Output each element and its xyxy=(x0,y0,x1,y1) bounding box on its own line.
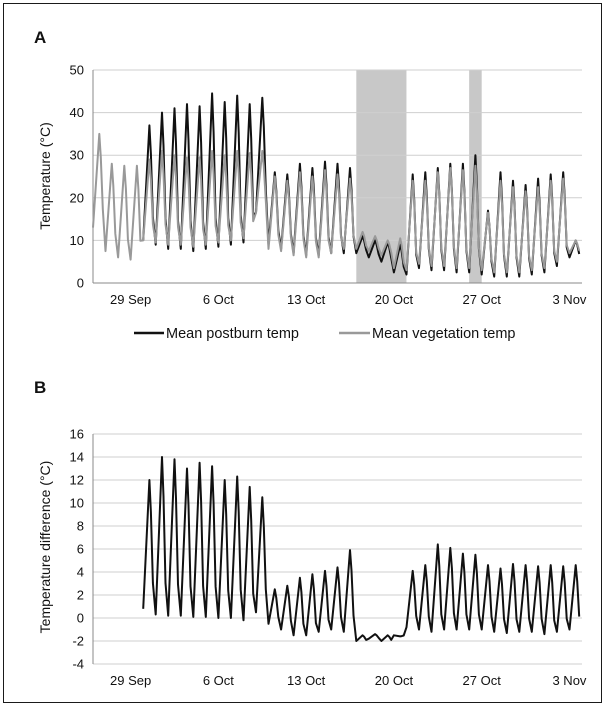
y-tick-label: 6 xyxy=(77,542,84,557)
x-tick-label: 29 Sep xyxy=(110,292,151,307)
y-axis-label: Temperature difference (°C) xyxy=(37,461,53,634)
y-tick-labels: 0 10 20 30 40 50 xyxy=(70,63,84,291)
x-tick-label: 13 Oct xyxy=(287,292,326,307)
y-tick-label: -2 xyxy=(72,634,84,649)
y-tick-label: 2 xyxy=(77,588,84,603)
series-lines xyxy=(142,456,581,642)
x-tick-label: 27 Oct xyxy=(463,292,502,307)
y-tick-label: 0 xyxy=(77,611,84,626)
x-tick-label: 20 Oct xyxy=(375,673,414,688)
x-tick-labels: 29 Sep 6 Oct 13 Oct 20 Oct 27 Oct 3 Nov xyxy=(110,292,587,307)
y-tick-label: 16 xyxy=(70,427,84,442)
series-line-difference xyxy=(142,456,581,642)
x-tick-label: 6 Oct xyxy=(203,673,234,688)
panel-a-label: A xyxy=(34,28,46,47)
y-tick-label: -4 xyxy=(72,657,84,672)
y-tick-label: 10 xyxy=(70,496,84,511)
x-tick-labels: 29 Sep 6 Oct 13 Oct 20 Oct 27 Oct 3 Nov xyxy=(110,673,587,688)
figure: A 0 10 20 30 40 50 29 Sep 6 Oct 13 Oct 20 Oct 27 … xyxy=(3,3,602,703)
x-tick-label: 3 Nov xyxy=(552,292,586,307)
series-lines xyxy=(92,92,581,278)
x-tick-label: 20 Oct xyxy=(375,292,414,307)
legend-label-postburn: Mean postburn temp xyxy=(166,326,299,342)
y-tick-label: 14 xyxy=(70,450,84,465)
x-tick-label: 29 Sep xyxy=(110,673,151,688)
x-tick-label: 3 Nov xyxy=(552,673,586,688)
y-axis-label: Temperature (°C) xyxy=(37,122,53,230)
y-tick-label: 50 xyxy=(70,63,84,78)
x-tick-label: 13 Oct xyxy=(287,673,326,688)
x-tick-label: 6 Oct xyxy=(203,292,234,307)
legend-label-vegetation: Mean vegetation temp xyxy=(372,326,515,342)
panel-b-label: B xyxy=(34,378,46,397)
x-tick-label: 27 Oct xyxy=(463,673,502,688)
y-tick-label: 10 xyxy=(70,233,84,248)
y-tick-label: 40 xyxy=(70,105,84,120)
y-tick-label: 30 xyxy=(70,148,84,163)
y-tick-label: 12 xyxy=(70,473,84,488)
y-tick-label: 0 xyxy=(77,276,84,291)
y-gridlines xyxy=(93,433,582,665)
panel-a: A 0 10 20 30 40 50 29 Sep 6 Oct 13 Oct 20 Oct 27 … xyxy=(34,28,587,342)
y-tick-labels: -4 -2 0 2 4 6 8 10 12 14 16 xyxy=(70,427,84,672)
legend: Mean postburn temp Mean vegetation temp xyxy=(134,326,515,342)
panel-b: B -4 -2 0 2 4 6 8 10 12 14 16 29 Sep 6 Oct 13 Oct 20 … xyxy=(34,378,587,688)
y-tick-label: 8 xyxy=(77,519,84,534)
y-tick-label: 4 xyxy=(77,565,84,580)
series-line-mean-vegetation-temp xyxy=(92,132,581,274)
y-tick-label: 20 xyxy=(70,190,84,205)
